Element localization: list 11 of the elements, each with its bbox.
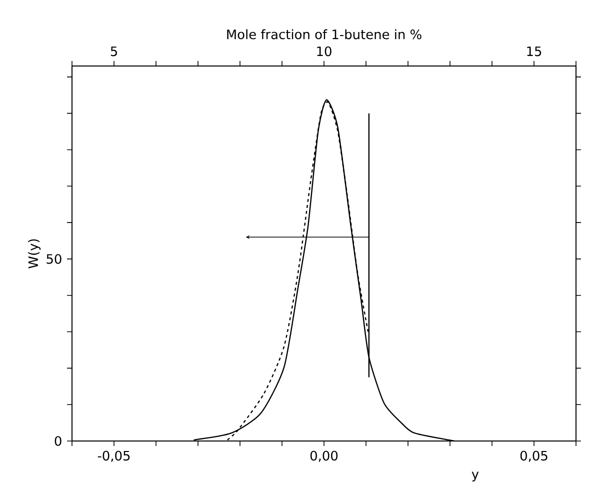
x-tick-label: 0,00 xyxy=(310,450,338,462)
x2-tick-label: 15 xyxy=(527,46,542,56)
x-tick-label: -0,05 xyxy=(98,450,130,462)
x2-tick-label: 10 xyxy=(317,46,332,56)
y-tick-label: 50 xyxy=(46,254,62,264)
y-axis-title: W(y) xyxy=(28,239,41,268)
x2-axis-title: Mole fraction of 1-butene in % xyxy=(227,29,422,40)
x-tick-label: 0,05 xyxy=(520,450,548,462)
x-axis-title: y xyxy=(472,472,479,482)
x2-tick-label: 5 xyxy=(110,46,117,56)
y-tick-label: 0 xyxy=(54,436,62,446)
